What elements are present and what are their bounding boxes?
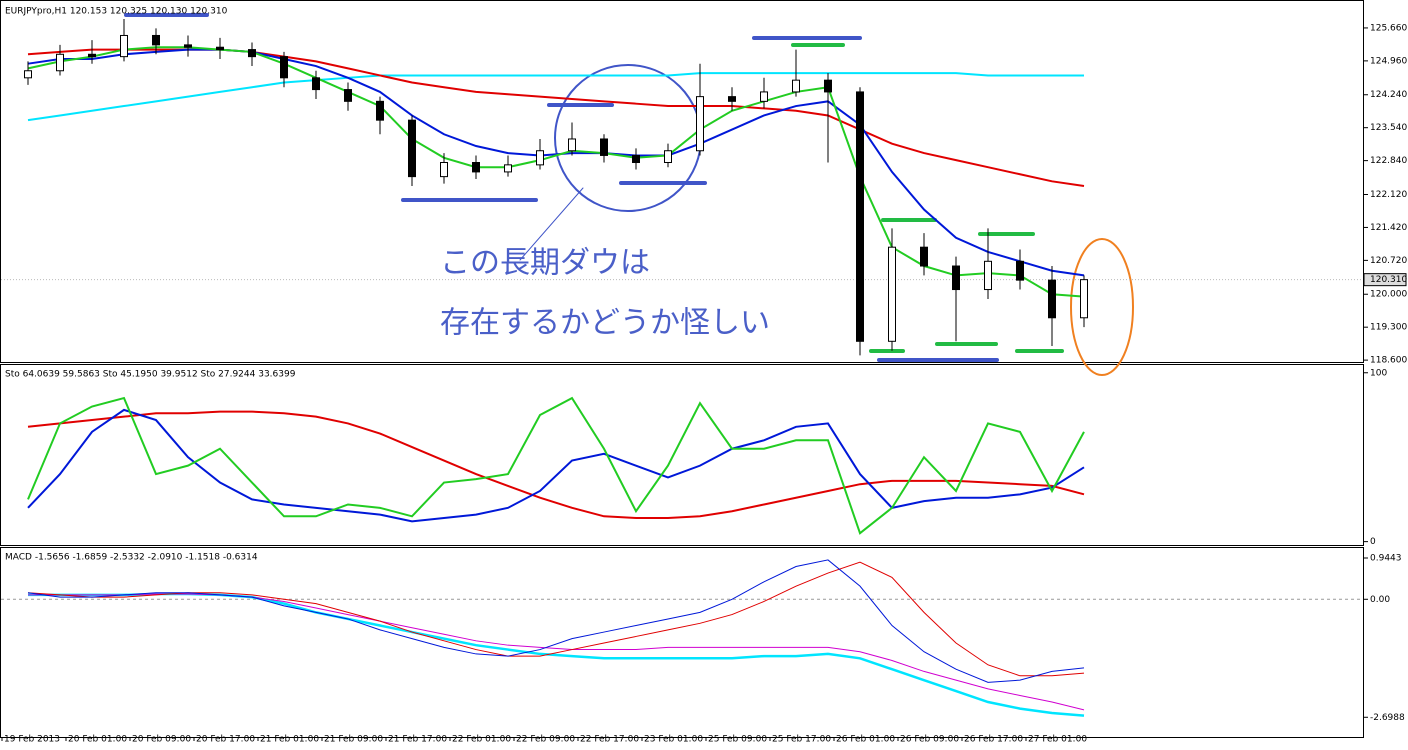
- current-price-label: 120.310: [1370, 275, 1407, 285]
- candle-body: [824, 79, 832, 93]
- candle-body: [888, 246, 896, 342]
- y-tick-label: 122.120: [1370, 190, 1407, 200]
- y-tick-label: 124.960: [1370, 56, 1407, 66]
- candle-body: [568, 138, 576, 152]
- x-tick-label: 21 Feb 09:00: [324, 735, 383, 745]
- panel-title: EURJPYpro,H1 120.153 120.325 120.130 120…: [5, 7, 228, 17]
- y-tick-label: 122.840: [1370, 156, 1407, 166]
- price-panel: [0, 0, 1364, 363]
- y-tick-label: 125.660: [1370, 23, 1407, 33]
- y-tick-label: 0: [1370, 537, 1376, 547]
- candle-body: [728, 96, 736, 102]
- candle-body: [1080, 279, 1088, 319]
- candle-body: [280, 56, 288, 79]
- x-tick-label: 22 Feb 09:00: [516, 735, 575, 745]
- indicator-line: [27, 561, 1085, 677]
- y-tick-label: 0.00: [1370, 595, 1390, 605]
- candle-body: [920, 246, 928, 267]
- current-price-box: [1363, 273, 1407, 287]
- x-tick-label: 25 Feb 09:00: [708, 735, 767, 745]
- x-tick-label: 20 Feb 17:00: [196, 735, 255, 745]
- x-tick-label: 21 Feb 17:00: [388, 735, 447, 745]
- candle-body: [984, 260, 992, 291]
- panel-title: MACD -1.5656 -1.6859 -2.5332 -2.0910 -1.…: [5, 553, 258, 563]
- candle-body: [440, 162, 448, 178]
- indicator-line: [27, 46, 1085, 298]
- panel-title: Sto 64.0639 59.5863 Sto 45.1950 39.9512 …: [5, 370, 296, 380]
- x-tick-label: 26 Feb 17:00: [964, 735, 1023, 745]
- x-tick-label: 26 Feb 09:00: [900, 735, 959, 745]
- candle-body: [120, 34, 128, 58]
- y-tick-label: 118.600: [1370, 356, 1407, 366]
- candle-body: [504, 164, 512, 173]
- callout-line: [519, 187, 584, 261]
- y-tick-label: 121.420: [1370, 223, 1407, 233]
- stoch-panel: [0, 364, 1364, 546]
- candle-body: [632, 154, 640, 164]
- candle-body: [88, 53, 96, 58]
- x-tick-label: 26 Feb 01:00: [836, 735, 895, 745]
- candle-body: [664, 150, 672, 164]
- indicator-line: [27, 559, 1085, 683]
- y-tick-label: 100: [1370, 368, 1387, 378]
- indicator-line: [27, 408, 1085, 523]
- indicator-line: [27, 396, 1085, 535]
- candle-body: [600, 138, 608, 156]
- candle-body: [216, 46, 224, 51]
- candle-body: [536, 150, 544, 166]
- y-tick-label: 120.720: [1370, 256, 1407, 266]
- x-tick-label: 20 Feb 01:00: [68, 735, 127, 745]
- x-tick-label: 22 Feb 01:00: [452, 735, 511, 745]
- highlight-ellipse: [1070, 238, 1134, 376]
- x-tick-label: 19 Feb 2013: [4, 735, 60, 745]
- indicator-line: [28, 592, 1085, 717]
- indicator-line: [27, 48, 1085, 277]
- annotation: 存在するかどうか怪しい: [440, 306, 770, 341]
- macd-panel: [0, 547, 1364, 738]
- indicator-line: [27, 48, 1085, 188]
- candle-body: [1048, 279, 1056, 319]
- candle-body: [24, 70, 32, 79]
- candle-body: [760, 91, 768, 102]
- candle-body: [56, 53, 64, 72]
- candle-body: [152, 34, 160, 46]
- y-tick-label: 119.300: [1370, 323, 1407, 333]
- y-tick-label: 124.240: [1370, 90, 1407, 100]
- candle-body: [408, 119, 416, 178]
- candle-body: [792, 79, 800, 93]
- candle-body: [472, 162, 480, 173]
- candle-body: [248, 49, 256, 58]
- candle-body: [312, 77, 320, 91]
- candle-body: [376, 100, 384, 121]
- candle-body: [184, 44, 192, 48]
- y-tick-label: 120.000: [1370, 290, 1407, 300]
- candle-body: [952, 265, 960, 291]
- x-tick-label: 27 Feb 01:00: [1028, 735, 1087, 745]
- candle-body: [1016, 260, 1024, 281]
- candle-body: [696, 96, 704, 152]
- y-tick-label: -2.6988: [1370, 713, 1405, 723]
- x-tick-label: 20 Feb 09:00: [132, 735, 191, 745]
- y-tick-label: 123.540: [1370, 123, 1407, 133]
- x-tick-label: 21 Feb 01:00: [260, 735, 319, 745]
- candle-body: [344, 89, 352, 102]
- indicator-line: [27, 410, 1085, 519]
- indicator-line: [28, 593, 1085, 711]
- y-tick-label: 0.9443: [1370, 553, 1402, 563]
- indicator-line: [27, 72, 1084, 122]
- annotation: この長期ダウは: [440, 246, 650, 281]
- highlight-circle: [554, 64, 702, 212]
- candle-body: [856, 91, 864, 342]
- x-tick-label: 23 Feb 01:00: [644, 735, 703, 745]
- x-tick-label: 22 Feb 17:00: [580, 735, 639, 745]
- x-tick-label: 25 Feb 17:00: [772, 735, 831, 745]
